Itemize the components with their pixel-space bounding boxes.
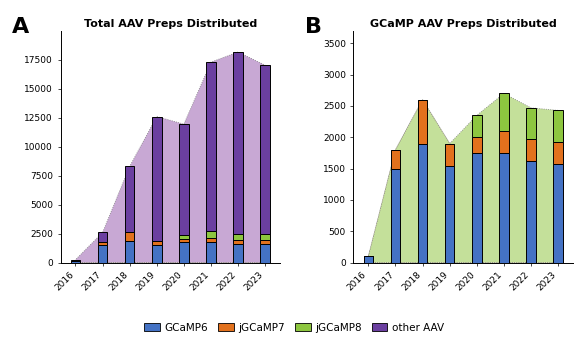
Bar <box>206 231 216 238</box>
Bar <box>553 163 563 263</box>
Bar <box>472 115 482 137</box>
Bar <box>260 244 270 263</box>
Bar <box>152 241 162 245</box>
Bar <box>526 108 536 139</box>
Bar <box>179 235 189 239</box>
Bar <box>260 240 270 244</box>
Bar <box>233 244 243 263</box>
Bar <box>445 166 455 263</box>
Bar <box>472 137 482 153</box>
Bar <box>499 153 509 263</box>
Bar <box>206 238 216 242</box>
Bar <box>233 234 243 240</box>
Bar <box>553 142 563 163</box>
Bar <box>152 117 162 241</box>
Bar <box>418 100 427 144</box>
Legend: GCaMP6, jGCaMP7, jGCaMP8, other AAV: GCaMP6, jGCaMP7, jGCaMP8, other AAV <box>140 318 448 337</box>
Bar <box>418 144 427 263</box>
Bar <box>233 240 243 244</box>
Bar <box>206 62 216 231</box>
Bar <box>499 131 509 153</box>
Bar <box>179 124 189 235</box>
Bar <box>363 256 373 263</box>
Bar <box>98 242 108 245</box>
Bar <box>125 241 135 263</box>
Bar <box>98 233 108 242</box>
Bar <box>98 245 108 263</box>
Bar <box>71 262 80 263</box>
Bar <box>260 235 270 240</box>
Bar <box>179 239 189 242</box>
Bar <box>445 144 455 166</box>
Bar <box>71 260 80 262</box>
Bar <box>391 169 400 263</box>
Bar <box>260 65 270 235</box>
Title: GCaMP AAV Preps Distributed: GCaMP AAV Preps Distributed <box>370 18 557 29</box>
Text: B: B <box>305 17 322 37</box>
Bar <box>152 245 162 263</box>
Bar <box>206 242 216 263</box>
Text: A: A <box>12 17 29 37</box>
Bar <box>179 242 189 263</box>
Bar <box>125 167 135 233</box>
Bar <box>233 52 243 234</box>
Title: Total AAV Preps Distributed: Total AAV Preps Distributed <box>83 18 257 29</box>
Bar <box>391 150 400 169</box>
Bar <box>125 233 135 241</box>
Bar <box>526 161 536 263</box>
Bar <box>499 93 509 131</box>
Bar <box>553 110 563 142</box>
Bar <box>526 139 536 161</box>
Bar <box>472 153 482 263</box>
